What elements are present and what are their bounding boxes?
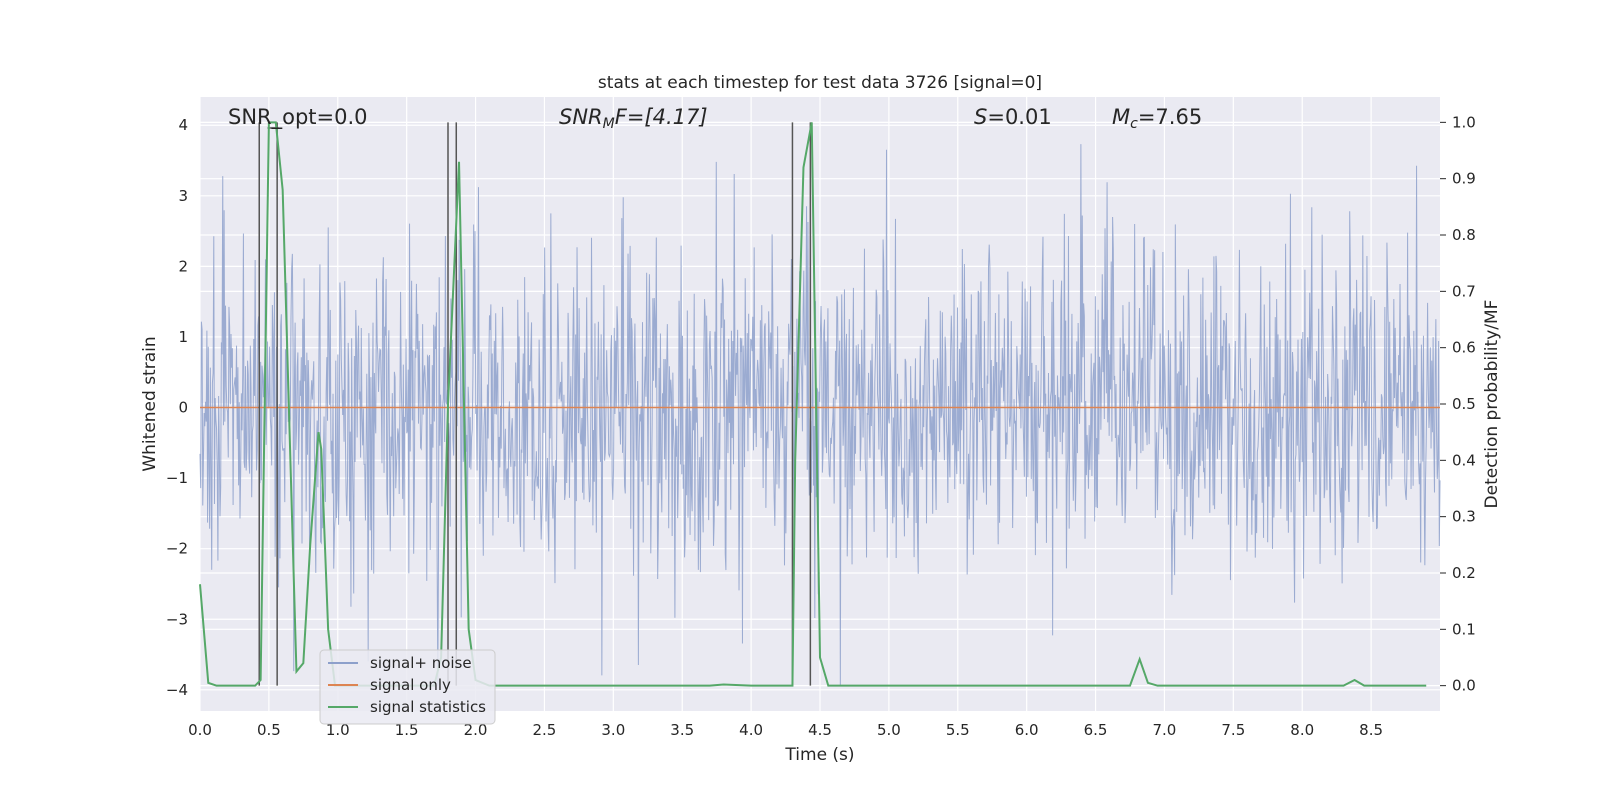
annotation-snr-mf-prefix: SNR xyxy=(559,105,603,129)
x-axis-label: Time (s) xyxy=(784,745,854,765)
x-tick-label: 3.0 xyxy=(601,721,625,739)
y-tick-label: 2 xyxy=(178,257,188,275)
x-tick-label: 5.0 xyxy=(877,721,901,739)
x-tick-label: 2.5 xyxy=(533,721,557,739)
x-tick-label: 6.5 xyxy=(1084,721,1108,739)
annotation-snr-mf: SNRMF=[4.17] xyxy=(559,105,708,132)
y-tick-label: 3 xyxy=(178,187,188,205)
legend-label-noise: signal+ noise xyxy=(370,654,472,672)
y2-tick-label: 0.2 xyxy=(1452,564,1476,582)
annotation-mc-prefix: M xyxy=(1112,105,1130,129)
x-tick-label: 7.5 xyxy=(1221,721,1245,739)
x-tick-label: 1.5 xyxy=(395,721,419,739)
x-tick-label: 5.5 xyxy=(946,721,970,739)
y-axis-label: Whitened strain xyxy=(140,336,160,471)
y2-tick-label: 0.8 xyxy=(1452,226,1476,244)
y-tick-label: −3 xyxy=(166,610,188,628)
x-tick-label: 8.0 xyxy=(1290,721,1314,739)
legend: signal+ noise signal only signal statist… xyxy=(319,649,496,725)
y-tick-label: −2 xyxy=(166,540,188,558)
annotation-snr-mf-sub: M xyxy=(603,116,615,132)
y2-tick-labels: 1.0 0.9 0.8 0.7 0.6 0.5 0.4 0.3 0.2 0.1 0.0 xyxy=(1440,113,1476,695)
x-tick-label: 3.5 xyxy=(670,721,694,739)
annotation-s-suffix: =0.01 xyxy=(987,105,1051,129)
x-tick-label: 7.0 xyxy=(1153,721,1177,739)
y2-tick-label: 0.0 xyxy=(1452,677,1476,695)
y2-tick-label: 0.7 xyxy=(1452,282,1476,300)
y2-tick-label: 0.4 xyxy=(1452,451,1476,469)
x-tick-label: 8.5 xyxy=(1359,721,1383,739)
x-tick-labels: 0.0 0.5 1.0 1.5 2.0 2.5 3.0 3.5 4.0 4.5 5.0 5.5 6.0 6… xyxy=(188,721,1383,739)
y2-tick-label: 0.6 xyxy=(1452,339,1476,357)
y2-tick-label: 0.1 xyxy=(1452,620,1476,638)
y-tick-labels: 4 3 2 1 0 −1 −2 −3 −4 xyxy=(166,116,188,699)
signal-noise-series xyxy=(199,144,1441,687)
y2-tick-label: 0.5 xyxy=(1452,395,1476,413)
y-tick-label: 1 xyxy=(178,328,188,346)
chart-title: stats at each timestep for test data 372… xyxy=(598,73,1042,93)
y2-tick-label: 0.3 xyxy=(1452,508,1476,526)
annotation-s: S=0.01 xyxy=(974,105,1052,129)
signal-noise-line xyxy=(199,144,1441,687)
annotation-snr-opt: SNR_opt=0.0 xyxy=(228,105,368,130)
y-tick-label: −1 xyxy=(166,469,188,487)
y-tick-label: 4 xyxy=(178,116,188,134)
x-tick-label: 2.0 xyxy=(464,721,488,739)
x-tick-label: 4.5 xyxy=(808,721,832,739)
annotation-mc: Mc=7.65 xyxy=(1112,105,1202,132)
legend-label-signal: signal only xyxy=(370,676,451,694)
annotation-mc-suffix: =7.65 xyxy=(1138,105,1202,129)
y2-tick-label: 1.0 xyxy=(1452,113,1476,131)
legend-box xyxy=(319,649,496,725)
x-tick-label: 6.0 xyxy=(1015,721,1039,739)
y-tick-label: −4 xyxy=(166,681,188,699)
annotation-mc-sub: c xyxy=(1130,116,1138,132)
x-tick-label: 4.0 xyxy=(739,721,763,739)
x-tick-label: 0.0 xyxy=(188,721,212,739)
y-tick-label: 0 xyxy=(178,399,188,417)
y2-tick-label: 0.9 xyxy=(1452,170,1476,188)
y2-axis-label: Detection probability/MF xyxy=(1482,300,1502,509)
annotation-snr-mf-suffix: F=[4.17] xyxy=(615,105,708,129)
annotation-s-prefix: S xyxy=(974,105,987,129)
x-tick-label: 1.0 xyxy=(326,721,350,739)
x-tick-label: 0.5 xyxy=(257,721,281,739)
legend-label-stats: signal statistics xyxy=(370,698,486,716)
